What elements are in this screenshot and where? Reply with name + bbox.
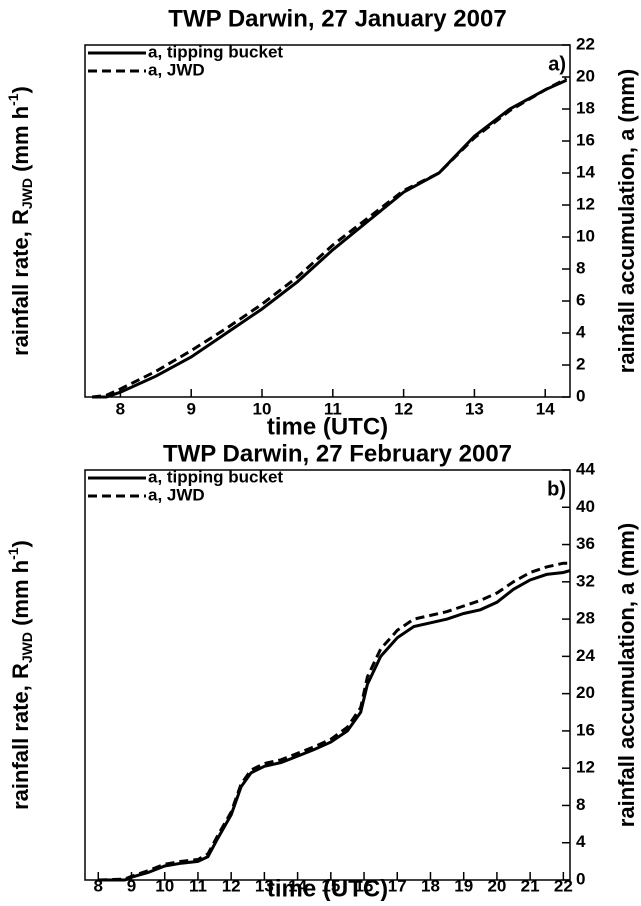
x-tick-label: 16 [355, 876, 374, 895]
y2-tick-label: 12 [576, 758, 595, 777]
y2-tick-label: 4 [576, 322, 586, 341]
legend-label: a, JWD [148, 60, 205, 79]
y2-tick-label: 22 [576, 34, 595, 53]
y2-tick-label: 44 [576, 459, 595, 478]
y2-tick-label: 4 [576, 832, 586, 851]
y2-tick-label: 0 [576, 869, 585, 888]
x-tick-label: 19 [454, 876, 473, 895]
x-tick-label: 17 [388, 876, 407, 895]
x-tick-label: 20 [487, 876, 506, 895]
panel-label: b) [547, 478, 566, 500]
x-tick-label: 11 [189, 876, 207, 895]
x-tick-label: 10 [155, 876, 174, 895]
y2-tick-label: 8 [576, 795, 585, 814]
y-label-unit: (mm h [8, 106, 33, 178]
y-label-sup: -1 [5, 93, 21, 106]
chart-title: TWP Darwin, 27 January 2007 [168, 5, 506, 32]
x-tick-label: 14 [288, 876, 307, 895]
y2-tick-label: 2 [576, 354, 585, 373]
y-label-sub: JWD [19, 178, 35, 209]
y-label-close: ) [8, 540, 33, 547]
series-line [98, 569, 571, 882]
y2-tick-label: 28 [576, 609, 595, 628]
x-tick-label: 13 [465, 399, 484, 418]
series-line [91, 77, 568, 399]
y-label-sup: -1 [5, 547, 21, 560]
x-tick-label: 12 [394, 399, 413, 418]
y2-tick-label: 14 [576, 162, 595, 181]
x-tick-label: 12 [222, 876, 241, 895]
x-tick-label: 8 [116, 399, 125, 418]
y2-tick-label: 36 [576, 534, 595, 553]
y-label-unit: (mm h [8, 560, 33, 632]
chart-title: TWP Darwin, 27 February 2007 [163, 440, 512, 467]
y-label-sub: JWD [19, 632, 35, 663]
y2-tick-label: 18 [576, 98, 595, 117]
y-axis-label: rainfall rate, RJWD (mm h-1) [5, 540, 35, 810]
panel-label: a) [548, 53, 566, 75]
y2-tick-label: 40 [576, 497, 595, 516]
y2-tick-label: 20 [576, 683, 595, 702]
series-line [98, 561, 570, 882]
x-tick-label: 21 [521, 876, 540, 895]
x-tick-label: 10 [253, 399, 272, 418]
y2-tick-label: 0 [576, 386, 585, 405]
x-tick-label: 13 [255, 876, 274, 895]
y2-axis-label: rainfall accumulation, a (mm) [614, 523, 639, 827]
x-axis-label: time (UTC) [267, 875, 388, 901]
x-tick-label: 8 [94, 876, 103, 895]
legend-label: a, tipping bucket [148, 42, 283, 61]
y-label-text: rainfall rate, R [8, 663, 33, 810]
y2-tick-label: 10 [576, 226, 595, 245]
y2-tick-label: 16 [576, 130, 595, 149]
plot-frame [84, 44, 571, 398]
x-tick-label: 9 [127, 876, 136, 895]
x-tick-label: 9 [186, 399, 195, 418]
y2-axis-label: rainfall accumulation, a (mm) [614, 69, 639, 373]
y2-tick-label: 24 [576, 646, 595, 665]
y-label-text: rainfall rate, R [8, 209, 33, 356]
y2-tick-label: 32 [576, 571, 595, 590]
y2-tick-label: 12 [576, 194, 595, 213]
y2-tick-label: 8 [576, 258, 585, 277]
legend-label: a, JWD [148, 485, 205, 504]
x-tick-label: 11 [324, 399, 342, 418]
y-axis-label: rainfall rate, RJWD (mm h-1) [5, 86, 35, 356]
y2-tick-label: 6 [576, 290, 585, 309]
x-tick-label: 15 [321, 876, 340, 895]
series-line [92, 78, 568, 399]
y-label-close: ) [8, 86, 33, 93]
x-tick-label: 14 [536, 399, 555, 418]
x-tick-label: 18 [421, 876, 440, 895]
y2-tick-label: 20 [576, 66, 595, 85]
x-axis-label: time (UTC) [267, 413, 388, 440]
y2-tick-label: 16 [576, 720, 595, 739]
legend-label: a, tipping bucket [148, 467, 283, 486]
x-tick-label: 22 [554, 876, 573, 895]
plot-frame [84, 469, 571, 881]
